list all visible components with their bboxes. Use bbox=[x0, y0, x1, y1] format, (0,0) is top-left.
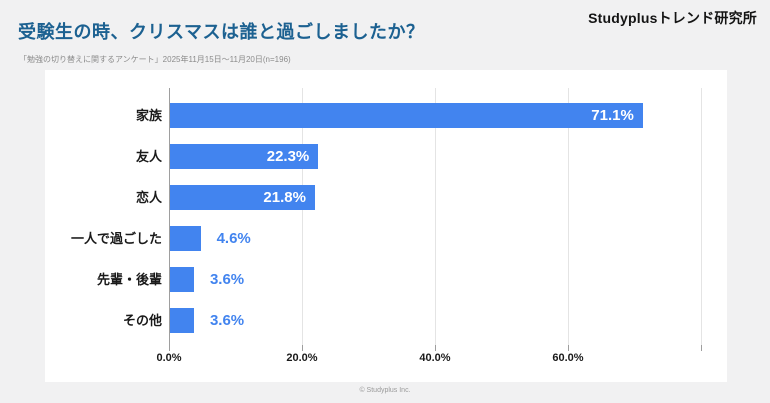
bar-value-label: 3.6% bbox=[209, 312, 245, 329]
category-label: 先輩・後輩 bbox=[96, 272, 162, 287]
x-axis-tick bbox=[169, 345, 170, 351]
gridline bbox=[435, 88, 436, 345]
x-axis-tick-label: 20.0% bbox=[286, 352, 318, 364]
x-axis-tick-label: 60.0% bbox=[552, 352, 584, 364]
page-title: 受験生の時、クリスマスは誰と過ごしましたか？ bbox=[18, 22, 425, 42]
x-axis-tick bbox=[435, 345, 436, 351]
bar-value-label: 3.6% bbox=[209, 271, 245, 288]
category-label: 友人 bbox=[135, 149, 162, 164]
bar-value-label: 22.3% bbox=[266, 148, 310, 165]
survey-note: 「勉強の切り替えに関するアンケート」2025年11月15日～11月20日(n=1… bbox=[19, 55, 291, 64]
bar bbox=[170, 144, 319, 169]
x-axis-tick bbox=[701, 345, 702, 351]
bar bbox=[170, 103, 643, 128]
bar bbox=[170, 185, 315, 210]
x-axis-tick-label: 0.0% bbox=[156, 352, 182, 364]
bar-value-label: 21.8% bbox=[263, 189, 306, 206]
x-axis-tick bbox=[302, 345, 303, 351]
x-axis-tick bbox=[568, 345, 569, 351]
category-label: 家族 bbox=[135, 108, 162, 123]
category-label: 恋人 bbox=[135, 190, 162, 205]
x-axis-tick-label: 40.0% bbox=[419, 352, 451, 364]
brand-logo: Studyplusトレンド研究所 bbox=[588, 10, 757, 26]
gridline bbox=[302, 88, 303, 345]
bar-value-label: 71.1% bbox=[591, 107, 634, 124]
bar bbox=[170, 226, 201, 251]
bar bbox=[170, 308, 194, 333]
chart-panel: 0.0% 20.0% 40.0% 60.0% 家族 71.1% 友人 22.3% 恋人 21.8%… bbox=[45, 70, 727, 382]
category-label: その他 bbox=[122, 313, 162, 328]
bar-value-label: 4.6% bbox=[216, 230, 251, 247]
gridline bbox=[568, 88, 569, 345]
category-label: 一人で過ごした bbox=[70, 231, 162, 246]
y-axis-line bbox=[169, 88, 170, 345]
gridline bbox=[701, 88, 702, 345]
copyright: © Studyplus Inc. bbox=[359, 387, 411, 394]
bar bbox=[170, 267, 194, 292]
